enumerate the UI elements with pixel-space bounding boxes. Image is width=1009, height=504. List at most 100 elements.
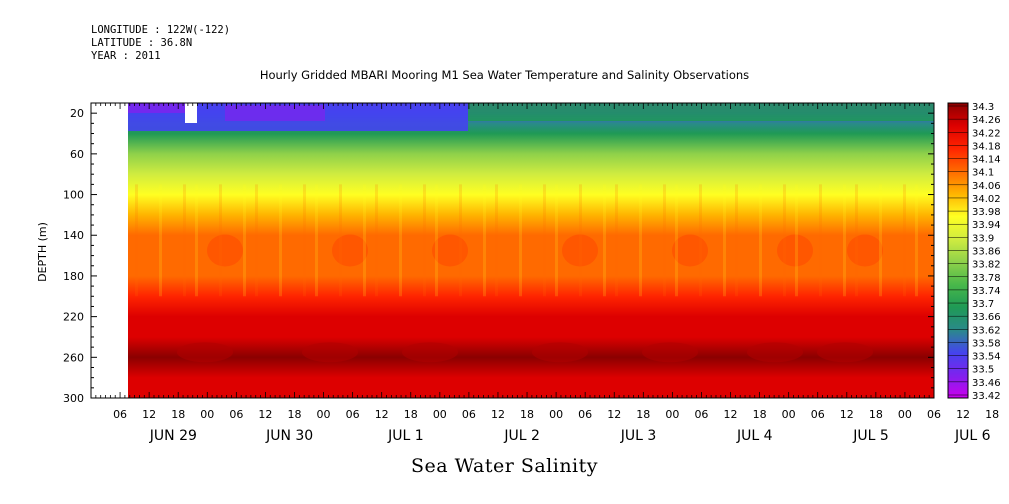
salinity-core (177, 342, 233, 363)
vertical-streak (795, 184, 798, 297)
x-hour-label: 00 (665, 408, 679, 421)
salinity-core (642, 342, 698, 363)
chart-footer-variable-name: Sea Water Salinity (410, 455, 598, 477)
x-hour-label: 00 (782, 408, 796, 421)
colorbar-label: 33.82 (972, 260, 1001, 271)
salinity-core (532, 342, 588, 363)
x-hour-label: 18 (171, 408, 185, 421)
colorbar-label: 33.66 (972, 312, 1001, 323)
salinity-plume (777, 234, 813, 267)
x-hour-label: 06 (927, 408, 941, 421)
salinity-plume (332, 234, 368, 267)
vertical-streak (723, 184, 726, 297)
colorbar-label: 33.46 (972, 378, 1001, 389)
salinity-plume (432, 234, 468, 267)
vertical-streak (219, 184, 222, 297)
colorbar-label: 34.06 (972, 181, 1001, 192)
vertical-streak (435, 184, 438, 297)
vertical-streak (675, 184, 678, 297)
vertical-streak (699, 184, 702, 297)
x-hour-label: 12 (724, 408, 738, 421)
salinity-core (302, 342, 358, 363)
colorbar-label: 33.86 (972, 247, 1001, 258)
x-hour-label: 18 (753, 408, 767, 421)
x-hour-label: 12 (840, 408, 854, 421)
vertical-streak (423, 184, 426, 297)
heatmap-area (91, 103, 934, 398)
chart-title: Hourly Gridded MBARI Mooring M1 Sea Wate… (259, 68, 750, 82)
x-day-label: JUL 5 (852, 428, 889, 444)
x-hour-label: 06 (462, 408, 476, 421)
y-tick-label: 260 (63, 351, 84, 364)
missing-data-gap (185, 103, 197, 123)
colorbar-label: 33.98 (972, 207, 1001, 218)
vertical-streak (915, 184, 918, 297)
vertical-streak (195, 184, 198, 297)
x-hour-label: 12 (258, 408, 272, 421)
salinity-core (817, 342, 873, 363)
x-day-label: JUL 3 (620, 428, 657, 444)
colorbar-label: 34.22 (972, 128, 1001, 139)
y-tick-label: 180 (63, 270, 84, 283)
vertical-streak (363, 184, 366, 297)
vertical-streak (615, 184, 618, 297)
x-day-label: JUL 4 (736, 428, 773, 444)
vertical-streak (375, 184, 378, 297)
colorbar-label: 34.18 (972, 141, 1001, 152)
vertical-streak (495, 184, 498, 297)
colorbar-label: 33.74 (972, 286, 1001, 297)
vertical-streak (135, 184, 138, 297)
colorbar-label: 33.5 (972, 365, 994, 376)
x-hour-label: 12 (607, 408, 621, 421)
x-hour-label: 12 (142, 408, 156, 421)
vertical-streak (159, 184, 162, 297)
x-hour-label: 18 (985, 408, 999, 421)
vertical-streak (519, 184, 522, 297)
vertical-streak (819, 184, 822, 297)
x-axis: 06 12 18 00 06 12 18 00 06 12 18 00 06 12 18 00 06 12 18 00… (90, 103, 999, 444)
colorbar-label: 33.54 (972, 352, 1001, 363)
colorbar-label: 34.02 (972, 194, 1001, 205)
vertical-streak (315, 184, 318, 297)
x-hour-label: 06 (694, 408, 708, 421)
salinity-plume (847, 234, 883, 267)
colorbar-label: 33.9 (972, 233, 994, 244)
x-hour-label: 06 (229, 408, 243, 421)
vertical-streak (603, 184, 606, 297)
vertical-streak (639, 184, 642, 297)
vertical-streak (579, 184, 582, 297)
x-hour-label: 18 (520, 408, 534, 421)
y-tick-label: 300 (63, 392, 84, 405)
vertical-streak (183, 184, 186, 297)
surface-layer-later (468, 103, 934, 121)
latitude-label: LATITUDE : 36.8N (91, 37, 193, 49)
x-hour-label: 12 (375, 408, 389, 421)
vertical-streak (663, 184, 666, 297)
vertical-streak (303, 184, 306, 297)
colorbar-label: 33.62 (972, 325, 1001, 336)
x-hour-label: 18 (404, 408, 418, 421)
x-hour-label: 06 (578, 408, 592, 421)
vertical-streak (843, 184, 846, 297)
y-tick-label: 100 (63, 189, 84, 202)
colorbar-label: 33.7 (972, 299, 994, 310)
x-hour-label: 06 (811, 408, 825, 421)
y-axis: 20 60 100 140 180 220 260 300 (63, 102, 934, 405)
colorbar-label: 34.3 (972, 102, 994, 113)
vertical-streak (783, 184, 786, 297)
longitude-label: LONGITUDE : 122W(-122) (91, 24, 231, 36)
vertical-streak (903, 184, 906, 297)
x-hour-label: 00 (200, 408, 214, 421)
colorbar-label: 33.42 (972, 391, 1001, 402)
vertical-streak (339, 184, 342, 297)
vertical-streak (759, 184, 762, 297)
x-hour-label: 18 (287, 408, 301, 421)
y-tick-label: 60 (70, 148, 84, 161)
salinity-core (402, 342, 458, 363)
vertical-streak (855, 184, 858, 297)
low-salinity-patch (128, 103, 188, 113)
vertical-streak (255, 184, 258, 297)
y-tick-label: 140 (63, 229, 84, 242)
x-hour-label: 00 (317, 408, 331, 421)
